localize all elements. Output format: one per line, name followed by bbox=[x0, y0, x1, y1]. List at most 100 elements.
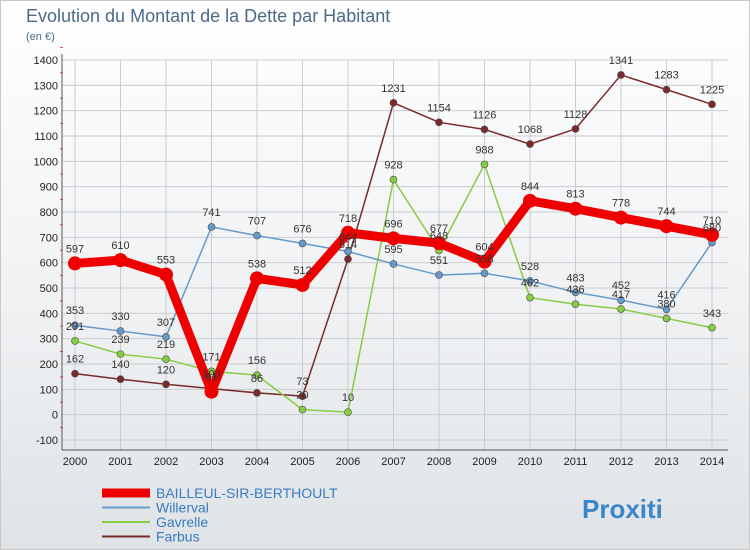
x-tick-label: 2003 bbox=[199, 456, 223, 468]
x-tick-label: 2008 bbox=[427, 456, 451, 468]
series-point-0 bbox=[250, 271, 264, 286]
series-point-0 bbox=[705, 227, 719, 242]
data-label: 1154 bbox=[427, 102, 451, 114]
data-label: 1068 bbox=[518, 124, 542, 136]
data-label: 10 bbox=[342, 392, 354, 404]
data-label: 1231 bbox=[381, 83, 405, 95]
series-point-0 bbox=[614, 210, 628, 225]
legend: BAILLEUL-SIR-BERTHOULTWillervalGavrelleF… bbox=[102, 485, 338, 545]
series-point-1 bbox=[480, 269, 489, 278]
data-label: 330 bbox=[111, 311, 129, 323]
data-label: 103 bbox=[202, 369, 220, 381]
data-label: 239 bbox=[111, 334, 129, 346]
series-point-0 bbox=[204, 384, 219, 399]
data-label: 610 bbox=[111, 240, 129, 252]
data-label: 597 bbox=[66, 243, 84, 255]
data-label: 353 bbox=[66, 305, 84, 317]
series-point-3 bbox=[389, 99, 398, 107]
series-point-2 bbox=[662, 314, 671, 323]
data-label: 86 bbox=[251, 373, 263, 385]
series-point-1 bbox=[435, 271, 443, 279]
series-point-0 bbox=[341, 225, 355, 240]
data-label: 677 bbox=[430, 223, 448, 235]
data-label: 696 bbox=[384, 218, 402, 230]
data-label: 171 bbox=[202, 351, 220, 363]
series-point-3 bbox=[617, 71, 625, 79]
series-point-0 bbox=[432, 236, 446, 251]
series-point-3 bbox=[344, 255, 352, 263]
data-label: 512 bbox=[293, 265, 311, 277]
data-label: 219 bbox=[157, 339, 175, 351]
data-label: 120 bbox=[157, 364, 175, 376]
data-label: 741 bbox=[202, 207, 220, 219]
data-label: 452 bbox=[612, 280, 630, 292]
series bbox=[68, 71, 719, 416]
data-label: 91 bbox=[205, 372, 217, 384]
series-point-3 bbox=[116, 375, 125, 384]
data-label: 710 bbox=[703, 215, 721, 227]
data-label: 416 bbox=[657, 289, 675, 301]
data-label: 718 bbox=[339, 213, 357, 225]
series-point-0 bbox=[68, 256, 82, 271]
data-label: 813 bbox=[566, 189, 584, 201]
data-label: 528 bbox=[521, 261, 539, 273]
x-tick-label: 2010 bbox=[518, 456, 542, 468]
data-label: 707 bbox=[248, 216, 266, 228]
series-point-2 bbox=[571, 300, 580, 309]
x-tick-label: 2005 bbox=[290, 456, 314, 468]
series-point-3 bbox=[298, 392, 307, 400]
data-label: 928 bbox=[384, 160, 402, 172]
series-point-1 bbox=[71, 321, 79, 330]
y-tick-label: 900 bbox=[40, 182, 58, 194]
y-tick-label: 0 bbox=[52, 410, 58, 422]
series-point-0 bbox=[477, 254, 492, 269]
y-tick-label: 700 bbox=[40, 232, 58, 244]
legend-label-2: Gavrelle bbox=[156, 514, 208, 530]
series-point-3 bbox=[253, 389, 261, 397]
series-point-3 bbox=[71, 369, 79, 378]
legend-label-1: Willerval bbox=[156, 500, 209, 516]
series-point-0 bbox=[113, 253, 128, 268]
series-point-1 bbox=[389, 260, 398, 268]
series-point-2 bbox=[298, 405, 307, 414]
series-point-2 bbox=[708, 323, 716, 332]
x-tick-label: 2002 bbox=[154, 456, 178, 468]
data-label: 436 bbox=[566, 284, 584, 296]
y-tick-label: 800 bbox=[40, 207, 58, 219]
data-label: 553 bbox=[157, 255, 175, 267]
brand-logo: Proxiti bbox=[582, 494, 663, 524]
series-point-1 bbox=[298, 239, 307, 248]
chart-subtitle: (en €) bbox=[26, 31, 55, 43]
series-point-0 bbox=[386, 231, 401, 246]
y-tick-label: 1300 bbox=[34, 80, 58, 92]
data-label: 1341 bbox=[609, 55, 633, 67]
data-labels: 597 610 553 91 538 512 718 696 677 604 844 813 778 74… bbox=[66, 55, 724, 404]
series-point-1 bbox=[207, 223, 216, 231]
legend-label-0: BAILLEUL-SIR-BERTHOULT bbox=[156, 485, 338, 501]
y-tick-label: 1100 bbox=[34, 131, 58, 143]
y-tick-label: 300 bbox=[40, 334, 58, 346]
data-label: 604 bbox=[475, 242, 493, 254]
series-point-3 bbox=[662, 85, 671, 94]
data-label: 1283 bbox=[654, 70, 678, 82]
data-label: 73 bbox=[296, 376, 308, 388]
x-tick-label: 2001 bbox=[108, 456, 132, 468]
data-label: 462 bbox=[521, 278, 539, 290]
x-tick-label: 2004 bbox=[245, 456, 269, 468]
y-tick-label: 100 bbox=[40, 384, 58, 396]
y-tick-label: -100 bbox=[36, 435, 58, 447]
data-label: 20 bbox=[296, 390, 308, 402]
data-label: 140 bbox=[111, 359, 129, 371]
series-point-1 bbox=[526, 277, 534, 285]
series-point-2 bbox=[162, 355, 170, 363]
y-tick-label: 500 bbox=[40, 283, 58, 295]
series-point-2 bbox=[344, 408, 352, 416]
y-tick-label: 400 bbox=[40, 308, 58, 320]
x-tick-label: 2013 bbox=[654, 456, 678, 468]
data-label: 558 bbox=[475, 253, 493, 265]
data-label: 307 bbox=[157, 317, 175, 329]
series-point-3 bbox=[480, 125, 489, 134]
series-point-3 bbox=[708, 100, 716, 109]
data-label: 538 bbox=[248, 258, 266, 270]
series-point-0 bbox=[659, 219, 674, 234]
